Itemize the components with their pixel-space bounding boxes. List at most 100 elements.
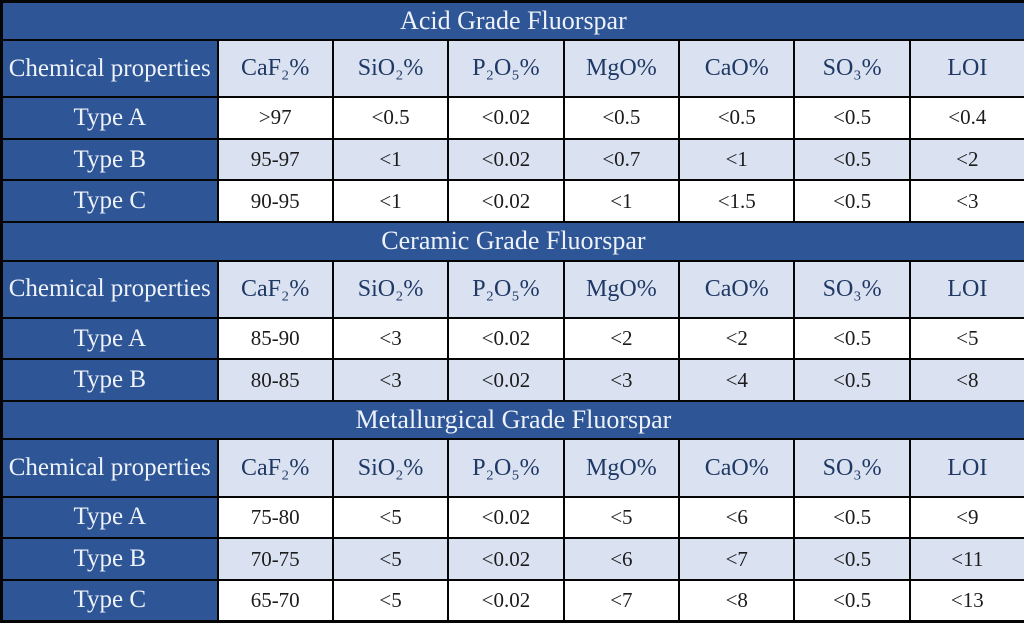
data-cell: <2 [678, 316, 796, 361]
column-header-row: Chemical properties CaF₂% SiO₂% P₂O₅% MgO% Ca… [0, 38, 1024, 99]
data-cell: <0.02 [447, 96, 565, 140]
data-cell: <13 [908, 578, 1024, 623]
data-cell: 65-70 [216, 578, 334, 623]
data-cell: <0.02 [447, 179, 565, 224]
data-cell: <0.5 [793, 495, 911, 540]
table-row: Type A >97 <0.5 <0.02 <0.5 <0.5 <0.5 <0.4 [0, 96, 1024, 140]
column-header: LOI [908, 438, 1024, 498]
data-cell: <0.5 [562, 96, 681, 140]
column-header: SiO₂% [331, 38, 450, 99]
table-row: Type B 95-97 <1 <0.02 <0.7 <1 <0.5 <2 [0, 137, 1024, 182]
data-cell: <0.02 [447, 137, 565, 182]
column-header: SO₃% [793, 438, 911, 498]
column-header: P₂O₅% [447, 438, 565, 498]
data-cell: 85-90 [216, 316, 334, 361]
column-header: P₂O₅% [447, 259, 565, 319]
data-cell: <5 [331, 495, 450, 540]
table-row: Type C 90-95 <1 <0.02 <1 <1.5 <0.5 <3 [0, 179, 1024, 224]
column-header: CaF₂% [216, 438, 334, 498]
data-cell: <1 [562, 179, 681, 224]
column-header: SO₃% [793, 259, 911, 319]
column-header: CaF₂% [216, 38, 334, 99]
data-cell: <0.4 [908, 96, 1024, 140]
row-label: Type B [0, 537, 219, 581]
data-cell: <0.02 [447, 537, 565, 581]
data-cell: <0.5 [793, 137, 911, 182]
data-cell: <0.5 [793, 578, 911, 623]
data-cell: <7 [678, 537, 796, 581]
data-cell: <1 [678, 137, 796, 182]
column-header-row: Chemical properties CaF₂% SiO₂% P₂O₅% MgO% Ca… [0, 438, 1024, 498]
data-cell: <9 [908, 495, 1024, 540]
chemical-properties-header: Chemical properties [0, 259, 219, 319]
data-cell: <0.5 [331, 96, 450, 140]
data-cell: <0.5 [678, 96, 796, 140]
data-cell: <8 [908, 358, 1024, 402]
data-cell: <3 [331, 316, 450, 361]
column-header: SiO₂% [331, 438, 450, 498]
data-cell: <0.5 [793, 537, 911, 581]
data-cell: <3 [331, 358, 450, 402]
data-cell: <2 [562, 316, 681, 361]
table-row: Type B 80-85 <3 <0.02 <3 <4 <0.5 <8 [0, 358, 1024, 402]
column-header-row: Chemical properties CaF₂% SiO₂% P₂O₅% MgO% Ca… [0, 259, 1024, 319]
row-label: Type B [0, 137, 219, 182]
data-cell: <2 [908, 137, 1024, 182]
data-cell: <8 [678, 578, 796, 623]
data-cell: <5 [331, 537, 450, 581]
column-header: LOI [908, 38, 1024, 99]
data-cell: 75-80 [216, 495, 334, 540]
data-cell: <7 [562, 578, 681, 623]
data-cell: >97 [216, 96, 334, 140]
section-title-row: Acid Grade Fluorspar [0, 0, 1024, 41]
column-header: CaO% [678, 438, 796, 498]
data-cell: <0.5 [793, 316, 911, 361]
row-label: Type A [0, 495, 219, 540]
column-header: CaF₂% [216, 259, 334, 319]
table-row: Type A 75-80 <5 <0.02 <5 <6 <0.5 <9 [0, 495, 1024, 540]
data-cell: <6 [678, 495, 796, 540]
data-cell: 90-95 [216, 179, 334, 224]
data-cell: 70-75 [216, 537, 334, 581]
column-header: MgO% [562, 259, 681, 319]
data-cell: 80-85 [216, 358, 334, 402]
column-header: SiO₂% [331, 259, 450, 319]
data-cell: <0.02 [447, 316, 565, 361]
column-header: SO₃% [793, 38, 911, 99]
data-cell: <4 [678, 358, 796, 402]
row-label: Type C [0, 179, 219, 224]
column-header: CaO% [678, 259, 796, 319]
column-header: MgO% [562, 38, 681, 99]
column-header: MgO% [562, 438, 681, 498]
table-row: Type B 70-75 <5 <0.02 <6 <7 <0.5 <11 [0, 537, 1024, 581]
data-cell: <11 [908, 537, 1024, 581]
data-cell: <1 [331, 137, 450, 182]
row-label: Type C [0, 578, 219, 623]
data-cell: <5 [562, 495, 681, 540]
row-label: Type B [0, 358, 219, 402]
chemical-properties-header: Chemical properties [0, 438, 219, 498]
data-cell: <3 [908, 179, 1024, 224]
column-header: CaO% [678, 38, 796, 99]
section-title-row: Ceramic Grade Fluorspar [0, 221, 1024, 262]
data-cell: <0.5 [793, 96, 911, 140]
table-row: Type C 65-70 <5 <0.02 <7 <8 <0.5 <13 [0, 578, 1024, 623]
data-cell: <1 [331, 179, 450, 224]
data-cell: <6 [562, 537, 681, 581]
section-title: Metallurgical Grade Fluorspar [0, 399, 1024, 441]
column-header: LOI [908, 259, 1024, 319]
data-cell: 95-97 [216, 137, 334, 182]
data-cell: <0.02 [447, 578, 565, 623]
section-title-row: Metallurgical Grade Fluorspar [0, 399, 1024, 441]
data-cell: <0.5 [793, 179, 911, 224]
chemical-properties-header: Chemical properties [0, 38, 219, 99]
data-cell: <0.02 [447, 358, 565, 402]
data-cell: <3 [562, 358, 681, 402]
section-title: Ceramic Grade Fluorspar [0, 221, 1024, 262]
data-cell: <0.02 [447, 495, 565, 540]
data-cell: <0.5 [793, 358, 911, 402]
data-cell: <1.5 [678, 179, 796, 224]
